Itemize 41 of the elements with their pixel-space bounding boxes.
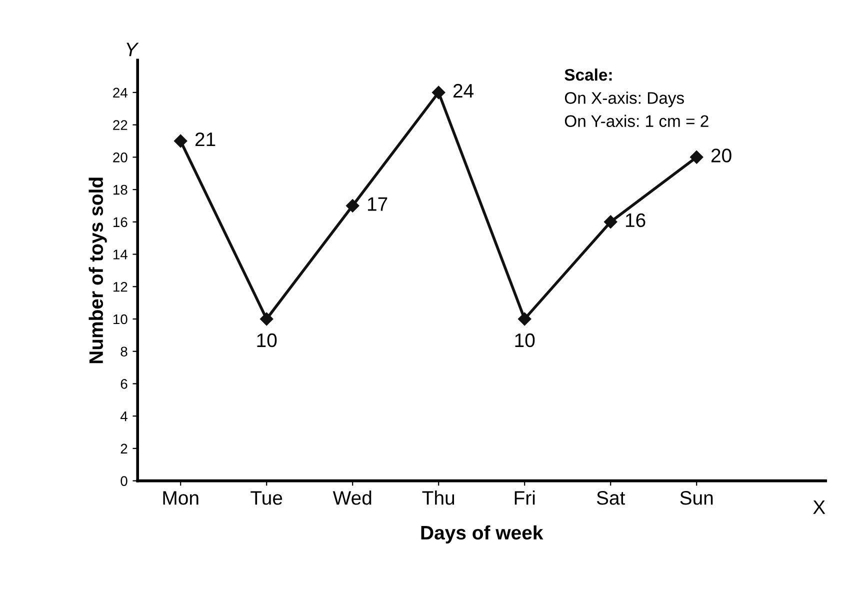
y-tick-label: 20 (113, 152, 128, 162)
point (174, 134, 188, 148)
x-tick-label: Sun (680, 491, 713, 505)
y-tick-label: 8 (120, 346, 128, 357)
y-axis-title: Number of toys sold (88, 178, 107, 364)
y-tick-label: 4 (120, 412, 128, 422)
data-label: 10 (257, 333, 277, 348)
data-label: 16 (626, 213, 646, 228)
x-axis-title: Days of week (421, 525, 544, 544)
x-tick-label: Wed (332, 490, 372, 505)
y-tick-label: 16 (113, 217, 128, 228)
data-label: 24 (453, 84, 474, 98)
x-tick-label: Thu (422, 490, 454, 505)
annotation: On X-axis: Days (564, 92, 684, 108)
y-tick-label: 6 (120, 379, 128, 389)
y-tick-label: 10 (113, 314, 128, 324)
y-tick-label: 12 (113, 282, 128, 292)
y-tick-label: 24 (113, 88, 128, 98)
x-tick-label: Mon (163, 491, 198, 505)
data-label: 17 (368, 197, 388, 211)
data-label: 10 (515, 333, 535, 348)
y-tick-label: 22 (113, 120, 128, 130)
annotation: Scale: (564, 68, 612, 81)
text: X (813, 500, 826, 514)
annotation: On Y-axis: 1 cm = 2 (564, 114, 708, 128)
x-tick-label: Fri (514, 490, 535, 505)
point (260, 312, 274, 326)
point (690, 150, 704, 164)
point (518, 312, 532, 326)
x-tick-label: Tue (250, 491, 282, 505)
point (346, 199, 360, 212)
y-tick-label: 18 (113, 184, 128, 195)
y-tick-label: 2 (120, 444, 128, 454)
point (432, 86, 446, 100)
y-tick-label: 0 (120, 476, 128, 486)
data-label: 20 (711, 148, 732, 162)
text: Y (126, 42, 139, 56)
y-tick-label: 14 (113, 250, 128, 260)
x-tick-label: Sat (596, 491, 626, 505)
point (604, 215, 618, 228)
data-label: 21 (195, 132, 216, 146)
